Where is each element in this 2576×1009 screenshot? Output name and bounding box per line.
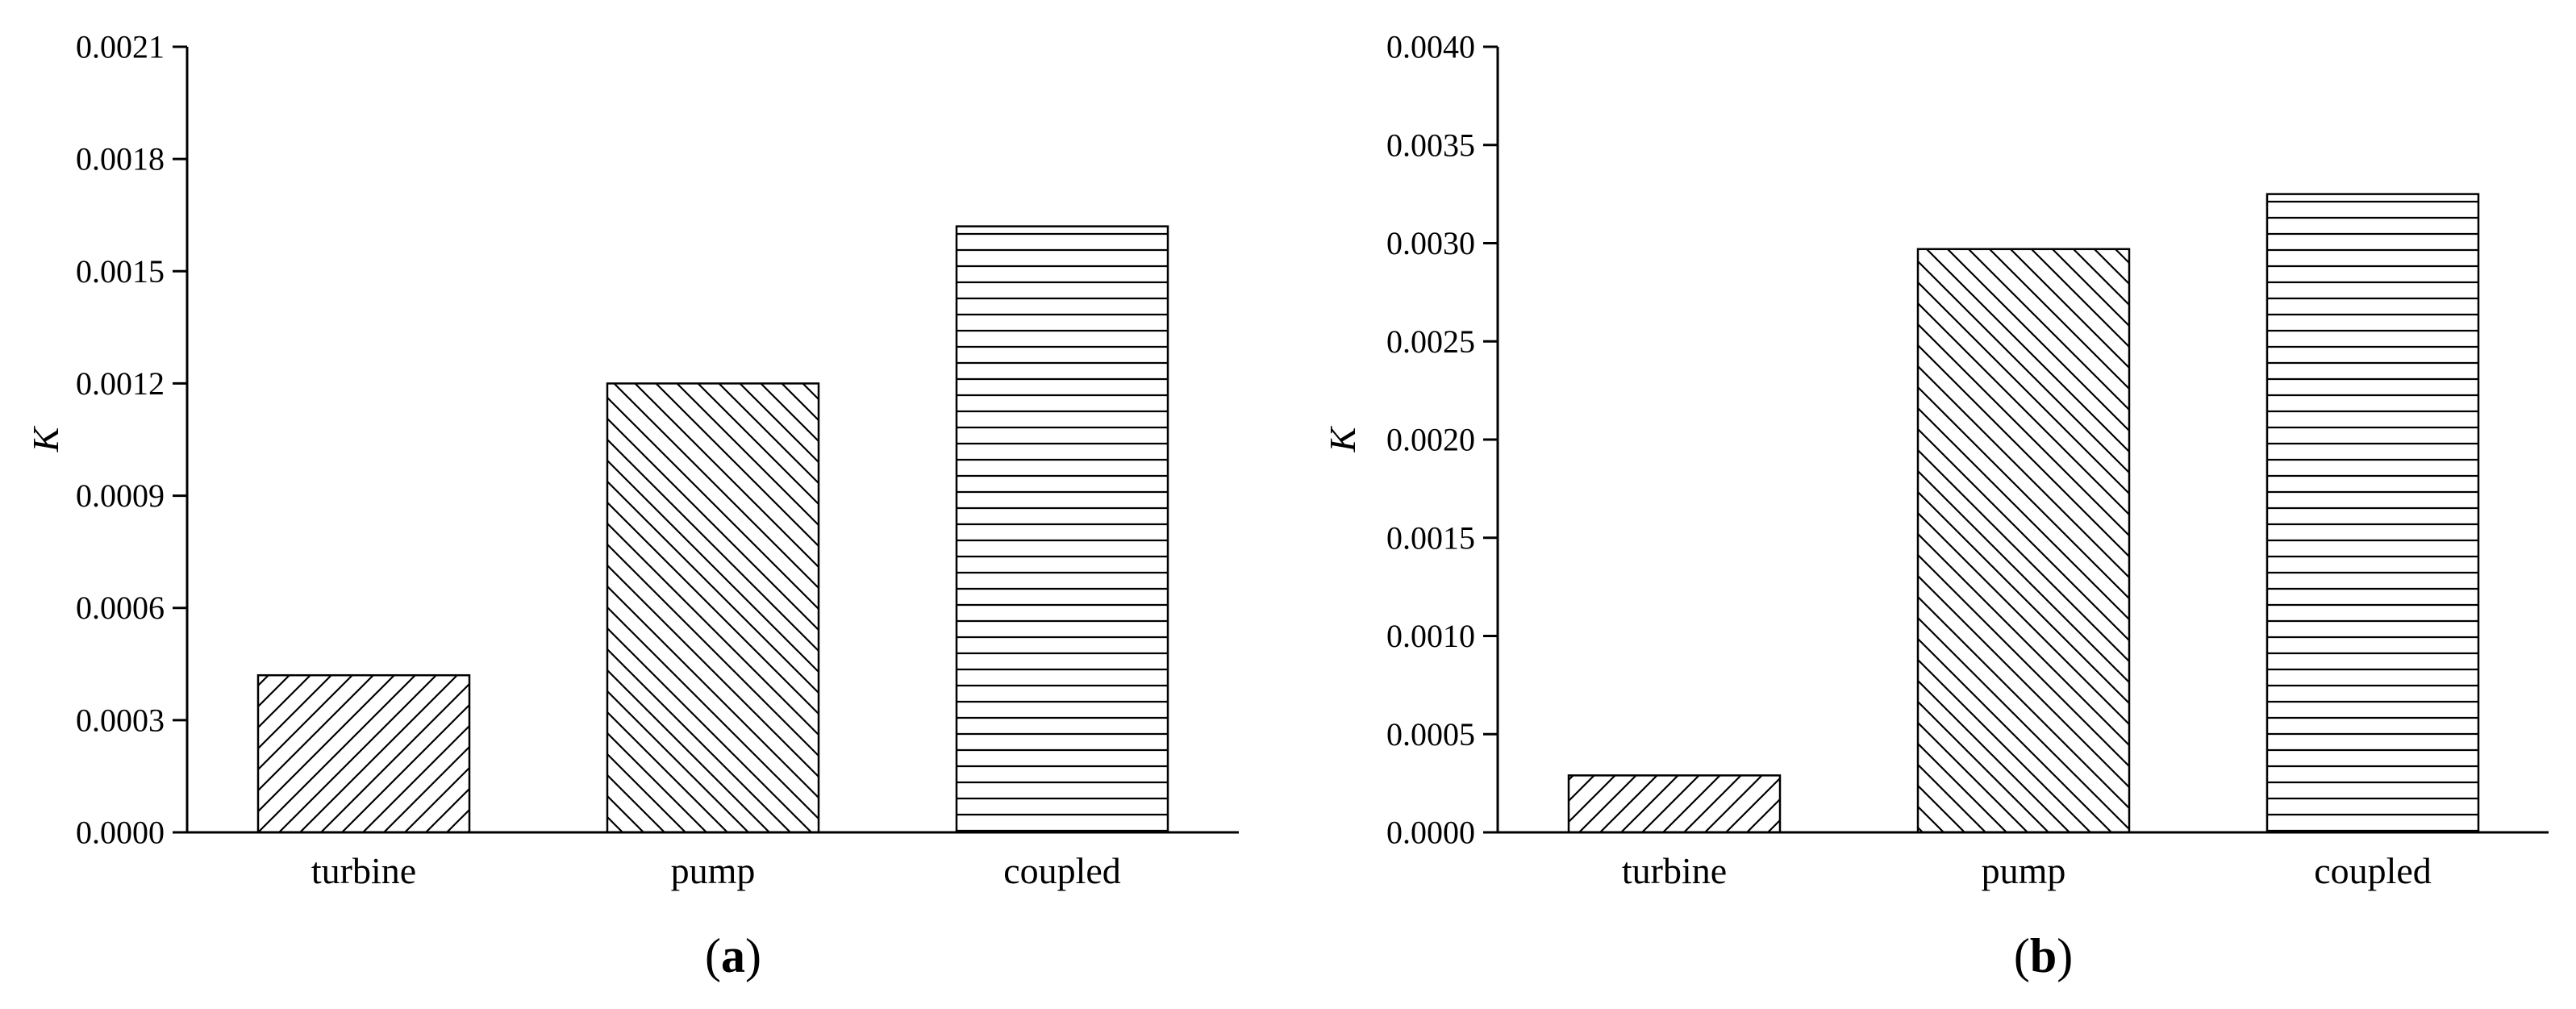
- bar-coupled: [2265, 193, 2480, 834]
- y-tick-label: 0.0006: [76, 590, 165, 626]
- y-tick-label: 0.0009: [76, 477, 165, 514]
- y-axis-label: K: [1322, 425, 1363, 452]
- y-tick-label: 0.0003: [76, 702, 165, 738]
- y-tick-label: 0.0030: [1386, 225, 1475, 261]
- bar-pump: [606, 382, 820, 834]
- bar-coupled: [955, 225, 1169, 834]
- panel-label: (b): [2014, 929, 2073, 982]
- y-tick-label: 0.0012: [76, 365, 165, 402]
- y-tick-label: 0.0015: [76, 253, 165, 290]
- y-tick-label: 0.0025: [1386, 323, 1475, 360]
- chart-panel-a: 0.0000 0.0003 0.0006 0.0009 0.0012 0.0015 0.00…: [25, 29, 1239, 982]
- y-tick-label: 0.0040: [1386, 29, 1475, 65]
- x-tick-label-coupled: coupled: [1003, 850, 1121, 891]
- y-tick-label: 0.0015: [1386, 519, 1475, 556]
- x-tick-label-pump: pump: [671, 850, 756, 891]
- y-tick-label: 0.0020: [1386, 422, 1475, 458]
- bar-turbine: [1567, 774, 1782, 834]
- x-tick-label-turbine: turbine: [1622, 850, 1727, 891]
- panel-label: (a): [705, 929, 761, 982]
- y-axis-label: K: [25, 425, 66, 452]
- x-tick-label-turbine: turbine: [311, 850, 416, 891]
- x-tick-label-pump: pump: [1982, 850, 2066, 891]
- y-tick-label: 0.0035: [1386, 127, 1475, 163]
- y-tick-label: 0.0010: [1386, 618, 1475, 654]
- bar-turbine: [256, 673, 471, 834]
- x-tick-label-coupled: coupled: [2314, 850, 2432, 891]
- chart-panel-b: 0.0000 0.0005 0.0010 0.0015 0.0020 0.0025 0.00…: [1322, 29, 2549, 982]
- y-tick-label: 0.0018: [76, 141, 165, 177]
- y-tick-label: 0.0005: [1386, 716, 1475, 753]
- bar-pump: [1916, 248, 2131, 834]
- y-tick-label: 0.0000: [76, 815, 165, 851]
- y-tick-label: 0.0000: [1386, 815, 1475, 851]
- y-tick-label: 0.0021: [76, 29, 165, 65]
